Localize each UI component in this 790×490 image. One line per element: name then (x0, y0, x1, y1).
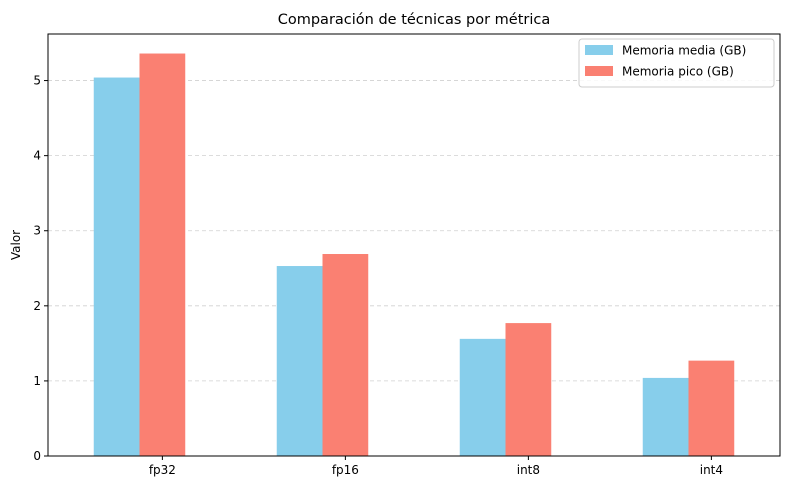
y-tick-label: 5 (33, 74, 41, 88)
y-tick-label: 2 (33, 299, 41, 313)
bars (93, 53, 735, 456)
bar-fp32-media (93, 77, 140, 456)
bar-int8-pico (505, 323, 552, 456)
bar-fp16-pico (322, 254, 369, 456)
y-tick-label: 3 (33, 224, 41, 238)
y-axis-label: Valor (9, 230, 23, 260)
legend: Memoria media (GB) Memoria pico (GB) (578, 38, 775, 88)
bar-fp16-media (276, 266, 323, 456)
x-tick-label: fp32 (149, 463, 176, 477)
x-ticks: fp32 fp16 int8 int4 (149, 456, 723, 477)
chart-title: Comparación de técnicas por métrica (278, 12, 551, 28)
legend-swatch (585, 45, 613, 55)
y-tick-label: 1 (33, 374, 41, 388)
y-tick-label: 0 (33, 449, 41, 463)
x-tick-label: int8 (517, 463, 540, 477)
legend-label: Memoria media (GB) (622, 44, 746, 58)
x-tick-label: fp16 (332, 463, 359, 477)
bar-fp32-pico (139, 53, 186, 456)
plot-frame (47, 33, 781, 457)
y-ticks: 0 1 2 3 4 5 (33, 74, 48, 463)
y-tick-label: 4 (33, 149, 41, 163)
legend-frame (578, 38, 775, 88)
bar-int4-media (642, 377, 689, 456)
axes (47, 33, 781, 457)
legend-swatch (585, 66, 613, 76)
legend-label: Memoria pico (GB) (622, 65, 734, 79)
bar-int8-media (459, 338, 506, 456)
x-tick-label: int4 (700, 463, 723, 477)
bar-int4-pico (688, 360, 735, 456)
